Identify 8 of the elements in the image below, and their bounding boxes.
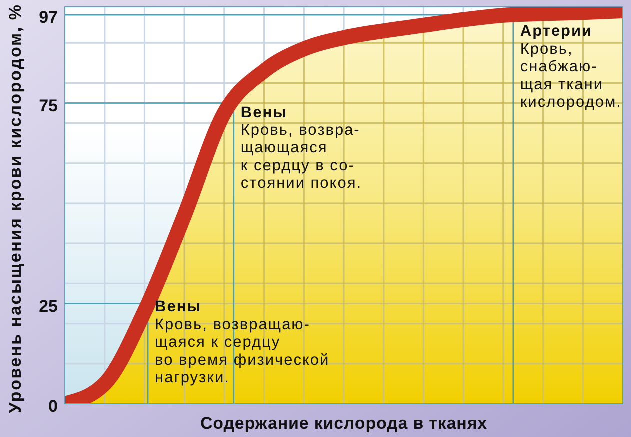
y-tick-label: 75 — [39, 96, 58, 116]
y-axis-title: Уровень насыщения крови кислородом, % — [6, 4, 25, 414]
ref-line-label: Артерии Кровь, снабжаю- щая ткани кислородом. — [520, 23, 622, 112]
x-axis-title: Содержание кислорода в тканях — [200, 414, 488, 433]
ref-line-label: Вены Кровь, возвра- щающаяся к сердцу в со- стоянии покоя. — [240, 104, 362, 192]
y-tick-label: 25 — [39, 296, 58, 316]
y-tick-label: 97 — [39, 8, 58, 28]
y-tick-label: 0 — [48, 397, 58, 416]
